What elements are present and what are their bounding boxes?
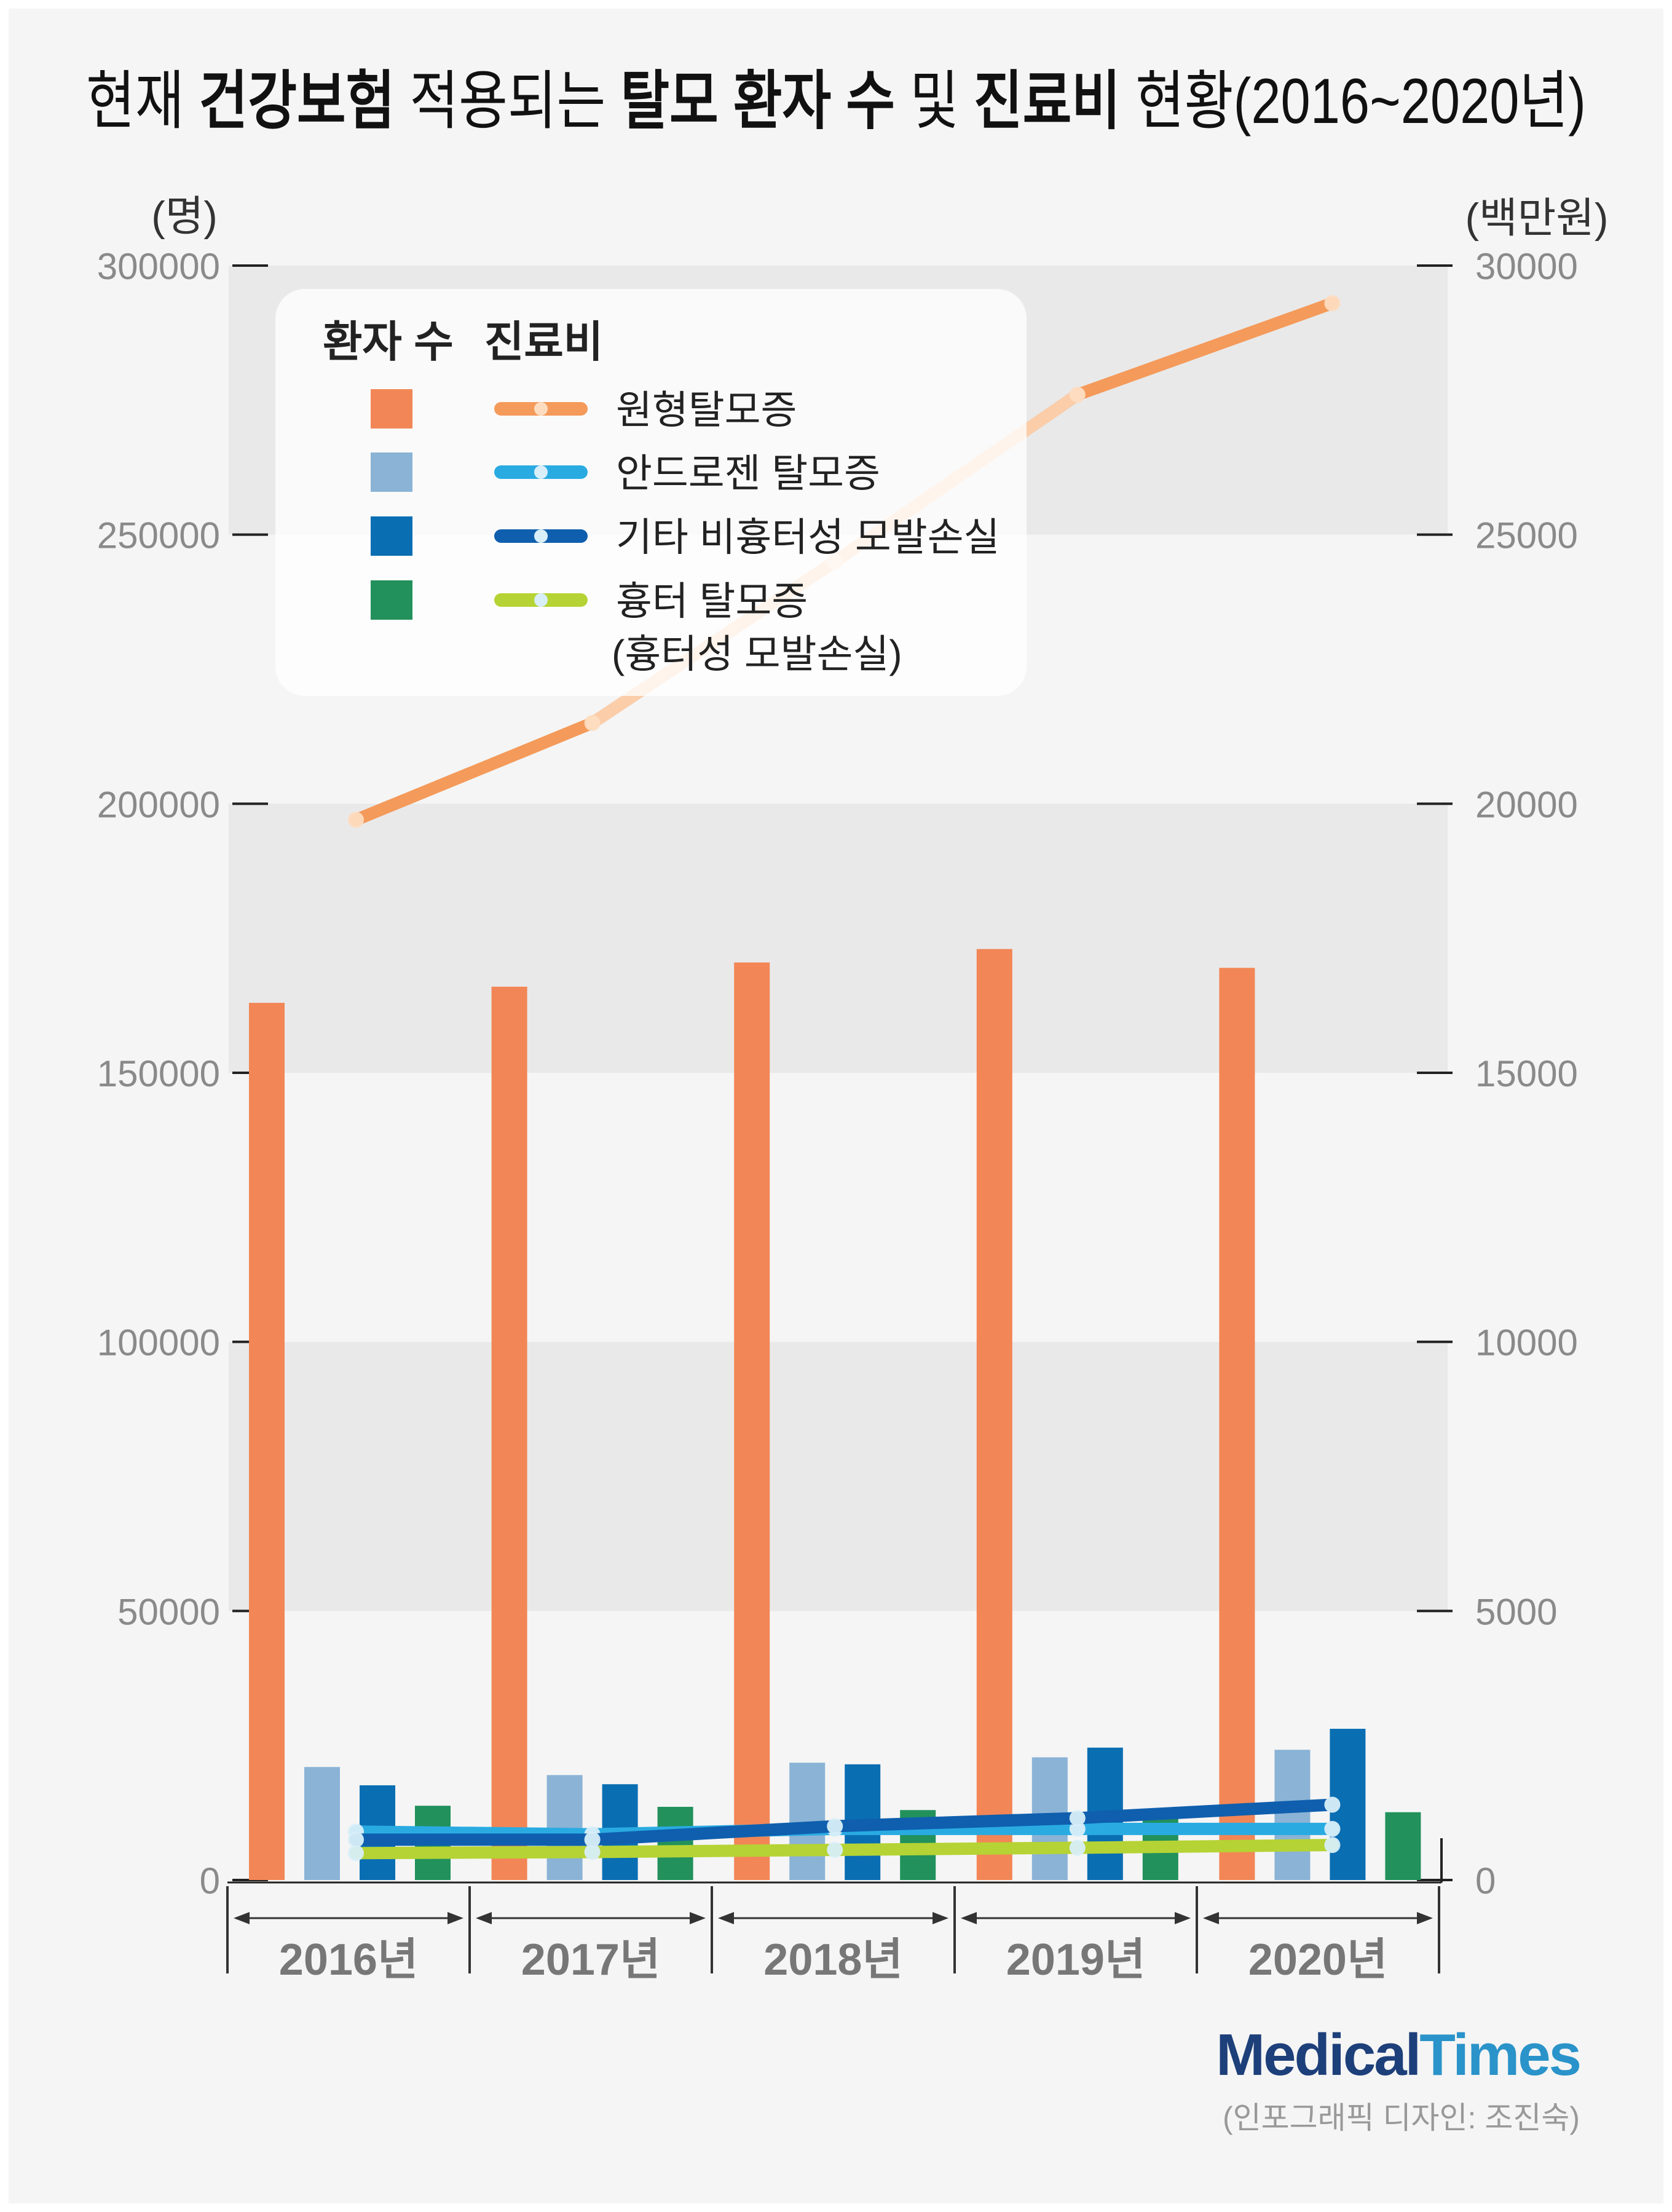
legend-label-3: 흉터 탈모증 xyxy=(616,579,808,623)
title-segment: 현황(2016~2020년) xyxy=(1121,66,1586,137)
cost-point xyxy=(584,1831,601,1848)
right-axis-label: (백만원) xyxy=(1465,195,1609,242)
legend-label-0: 원형탈모증 xyxy=(616,388,797,432)
left-tick-label: 50000 xyxy=(117,1591,220,1632)
right-tick-label: 0 xyxy=(1475,1860,1496,1902)
cost-point xyxy=(348,812,364,828)
cost-point xyxy=(1069,1839,1086,1856)
bar-0-4 xyxy=(1219,968,1255,1880)
legend-label-1: 안드로젠 탈모증 xyxy=(616,451,880,496)
bar-0-3 xyxy=(976,949,1012,1880)
bar-1-1 xyxy=(546,1775,583,1880)
cost-point xyxy=(348,1831,364,1848)
cost-point xyxy=(1324,1837,1341,1854)
bar-3-1 xyxy=(657,1806,693,1880)
background-band xyxy=(229,804,1448,1073)
legend-point-0 xyxy=(534,402,548,416)
cost-line-group-3 xyxy=(348,1837,1341,1862)
left-tick-label: 0 xyxy=(200,1860,220,1902)
left-axis-label: (명) xyxy=(151,193,218,240)
title-segment: 적용되는 xyxy=(395,66,620,137)
legend-box xyxy=(275,289,1027,696)
bracket-arrow-right xyxy=(690,1912,706,1924)
left-tick-label: 150000 xyxy=(97,1053,220,1094)
title-segment: 현재 xyxy=(86,66,199,137)
cost-point xyxy=(348,1845,364,1862)
x-axis: 2016년 2017년 2018년 2019년 2020년 xyxy=(226,1886,1440,1985)
bracket-arrow-right xyxy=(448,1912,463,1924)
right-tick-label: 20000 xyxy=(1475,784,1578,825)
category-label: 2019년 xyxy=(1006,1935,1145,1985)
chart-title: 현재 건강보험 적용되는 탈모 환자 수 및 진료비 현황(2016~2020년… xyxy=(86,66,1586,137)
left-tick-label: 300000 xyxy=(97,246,220,287)
legend-header-cost: 진료비 xyxy=(484,318,603,366)
cost-point xyxy=(827,1818,843,1835)
bar-1-4 xyxy=(1274,1750,1311,1880)
legend-header-patients: 환자 수 xyxy=(323,318,454,366)
brand-medical: Medical xyxy=(1216,2022,1419,2088)
bracket-arrow-right xyxy=(933,1912,948,1924)
left-tick-label: 100000 xyxy=(97,1322,220,1364)
cost-point xyxy=(827,1841,843,1858)
bar-0-2 xyxy=(734,962,770,1880)
bracket-arrow-left xyxy=(234,1912,250,1924)
title-segment: 건강보험 xyxy=(199,66,395,137)
cost-point xyxy=(584,1844,601,1860)
cost-point xyxy=(1069,1810,1086,1827)
legend-point-2 xyxy=(534,529,548,543)
cost-point xyxy=(1324,1796,1341,1813)
brand-logo: MedicalTimes xyxy=(1216,2022,1582,2088)
bracket-arrow-left xyxy=(476,1912,492,1924)
right-tick-label: 15000 xyxy=(1475,1053,1578,1094)
legend-point-3 xyxy=(534,593,548,607)
bracket-arrow-left xyxy=(718,1912,734,1924)
bar-0-0 xyxy=(249,1003,285,1880)
bracket-arrow-right xyxy=(1175,1912,1191,1924)
category-label: 2017년 xyxy=(521,1935,660,1985)
bar-1-0 xyxy=(304,1767,340,1880)
cost-line-group-2 xyxy=(348,1796,1341,1848)
title-segment: 및 xyxy=(895,66,974,137)
legend-point-1 xyxy=(534,465,548,479)
category-label: 2020년 xyxy=(1248,1935,1387,1985)
background-bands xyxy=(229,266,1448,1611)
left-tick-label: 250000 xyxy=(97,515,220,556)
cost-point xyxy=(1324,1820,1341,1837)
legend-swatch-3 xyxy=(371,580,412,620)
legend-label-2: 기타 비흉터성 모발손실 xyxy=(616,515,1000,559)
cost-point xyxy=(1324,295,1341,312)
legend-swatch-1 xyxy=(371,452,412,492)
brand-times: Times xyxy=(1419,2022,1580,2088)
axes: 3000002500002000001500001000005000003000… xyxy=(97,246,1578,1902)
bar-3-4 xyxy=(1385,1812,1421,1880)
right-tick-label: 5000 xyxy=(1475,1591,1557,1632)
right-tick-label: 25000 xyxy=(1475,515,1578,556)
bracket-arrow-left xyxy=(961,1912,977,1924)
category-label: 2016년 xyxy=(279,1935,418,1985)
right-tick-label: 10000 xyxy=(1475,1322,1578,1364)
legend-swatch-2 xyxy=(371,516,412,556)
brand-logo-text: MedicalTimes xyxy=(1216,2022,1580,2088)
category-label: 2018년 xyxy=(763,1935,902,1985)
bar-0-1 xyxy=(491,986,527,1880)
cost-point xyxy=(1069,387,1086,403)
legend-sublabel-3: (흉터성 모발손실) xyxy=(612,632,902,676)
design-credit: (인포그래픽 디자인: 조진숙) xyxy=(1223,2101,1580,2135)
right-tick-label: 30000 xyxy=(1475,246,1578,287)
background-band xyxy=(229,1341,1448,1611)
cost-point xyxy=(584,715,601,732)
left-tick-label: 200000 xyxy=(97,784,220,825)
title-segment: 진료비 xyxy=(974,66,1121,137)
bracket-arrow-left xyxy=(1203,1912,1219,1924)
legend-swatch-0 xyxy=(371,389,412,429)
bracket-arrow-right xyxy=(1417,1912,1433,1924)
title-segment: 탈모 환자 수 xyxy=(620,66,895,137)
